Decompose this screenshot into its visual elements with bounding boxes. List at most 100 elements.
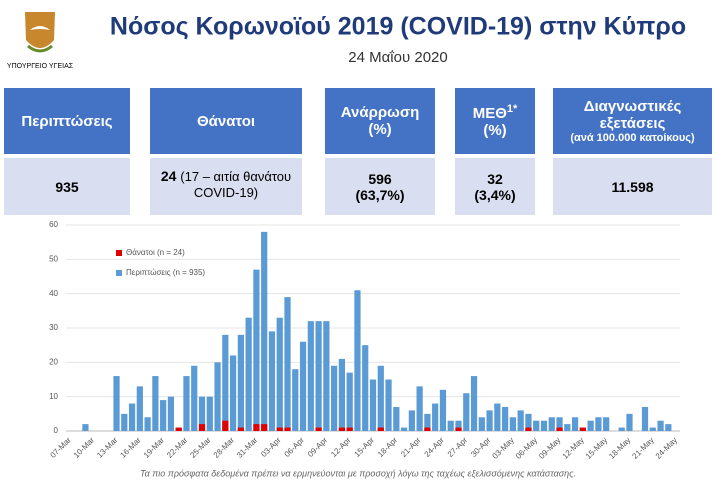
card-title: Περιπτώσεις — [21, 112, 113, 130]
bar — [222, 334, 229, 431]
bar — [486, 410, 493, 431]
bar — [253, 269, 260, 431]
card-header: Διαγνωστικές εξετάσεις (ανά 100.000 κατοί… — [553, 88, 712, 154]
x-tick-label: 12-Apr — [329, 435, 353, 459]
bar — [400, 427, 408, 431]
bar — [424, 413, 431, 431]
card-title: (ανά 100.000 κατοίκους) — [570, 132, 695, 144]
card-header: ΜΕΘ1* (%) — [455, 88, 535, 154]
bar — [183, 376, 190, 431]
bar — [214, 362, 221, 431]
card-value: 596 (63,7%) — [325, 158, 435, 215]
card-title: Θάνατοι — [196, 112, 256, 130]
bar — [657, 420, 664, 431]
bar — [447, 420, 454, 431]
x-tick-label: 12-May — [561, 436, 586, 461]
y-tick-label: 50 — [49, 254, 58, 263]
card-title: (%) — [483, 122, 507, 139]
card-title-row: ΜΕΘ1* — [473, 103, 518, 122]
value: (63,7%) — [355, 186, 405, 203]
bar — [556, 427, 563, 431]
bar — [276, 317, 283, 431]
x-tick-label: 30-Apr — [469, 435, 493, 459]
value: (3,4%) — [474, 186, 516, 203]
bar — [113, 376, 120, 431]
bar — [222, 420, 229, 431]
value: 24 — [160, 168, 177, 184]
bar — [362, 345, 369, 431]
bar — [152, 376, 159, 431]
bar — [261, 424, 268, 431]
bar — [206, 396, 213, 431]
bar — [191, 365, 198, 431]
y-tick-label: 20 — [49, 357, 58, 366]
bar — [377, 427, 384, 431]
card-title: (%) — [368, 121, 392, 138]
x-tick-label: 06-May — [514, 436, 539, 461]
y-tick-label: 40 — [49, 289, 58, 298]
x-tick-label: 25-Mar — [188, 435, 213, 460]
bar — [229, 355, 237, 431]
bar — [261, 231, 268, 431]
emblem — [25, 12, 55, 53]
x-tick-label: 18-Apr — [376, 435, 400, 459]
bar — [338, 427, 346, 431]
card-sup: 1* — [506, 103, 518, 115]
bar — [665, 424, 672, 431]
bar — [253, 424, 260, 431]
card-title: ΜΕΘ — [472, 105, 507, 122]
legend-label: Θάνατοι (n = 24) — [126, 248, 185, 257]
bar — [618, 427, 625, 431]
bar — [595, 417, 602, 431]
bar — [292, 369, 299, 431]
bar — [369, 379, 377, 431]
bar — [416, 386, 423, 431]
bar — [346, 372, 353, 431]
bar — [346, 427, 353, 431]
card-value: 935 — [4, 158, 130, 215]
bar — [463, 393, 470, 431]
value: 596 — [368, 170, 392, 187]
bar — [237, 427, 244, 431]
bar — [525, 413, 532, 431]
y-tick-label: 10 — [49, 392, 58, 401]
bar — [377, 365, 384, 431]
x-tick-label: 22-Mar — [165, 435, 190, 460]
bar — [307, 321, 314, 431]
bar — [579, 427, 586, 431]
card-value: 11.598 — [553, 158, 712, 215]
bar — [525, 427, 532, 431]
bar — [587, 420, 594, 431]
bar — [268, 331, 276, 431]
x-tick-label: 09-May — [537, 436, 562, 461]
bar — [533, 420, 540, 431]
bar — [641, 406, 649, 431]
y-tick-label: 0 — [54, 426, 59, 435]
card-header: Περιπτώσεις — [4, 88, 130, 154]
bar — [439, 389, 447, 431]
x-tick-label: 10-Mar — [72, 435, 97, 460]
y-tick-label: 30 — [49, 323, 58, 332]
x-tick-label: 13-Mar — [95, 435, 120, 460]
bar — [284, 297, 291, 431]
y-tick-label: 60 — [49, 220, 58, 229]
legend-label: Περιπτώσεις (n = 935) — [126, 268, 205, 277]
bar — [385, 379, 392, 431]
x-tick-label: 18-May — [607, 436, 632, 461]
bar — [237, 334, 244, 431]
bar — [167, 396, 175, 431]
x-tick-label: 31-Mar — [235, 435, 260, 460]
bar — [556, 417, 563, 431]
bar — [393, 406, 400, 431]
value: 935 — [55, 178, 79, 195]
bar — [626, 413, 633, 431]
bar — [338, 358, 346, 431]
value-note: (17 – αιτία θανάτου COVID-19) — [180, 169, 292, 200]
card-title: Διαγνωστικές εξετάσεις — [583, 98, 682, 132]
card-value: 32 (3,4%) — [455, 158, 535, 215]
value: 11.598 — [611, 178, 654, 195]
bar — [571, 417, 579, 431]
card-header: Θάνατοι — [150, 88, 302, 154]
x-tick-label: 28-Mar — [212, 435, 237, 460]
bar — [175, 427, 182, 431]
